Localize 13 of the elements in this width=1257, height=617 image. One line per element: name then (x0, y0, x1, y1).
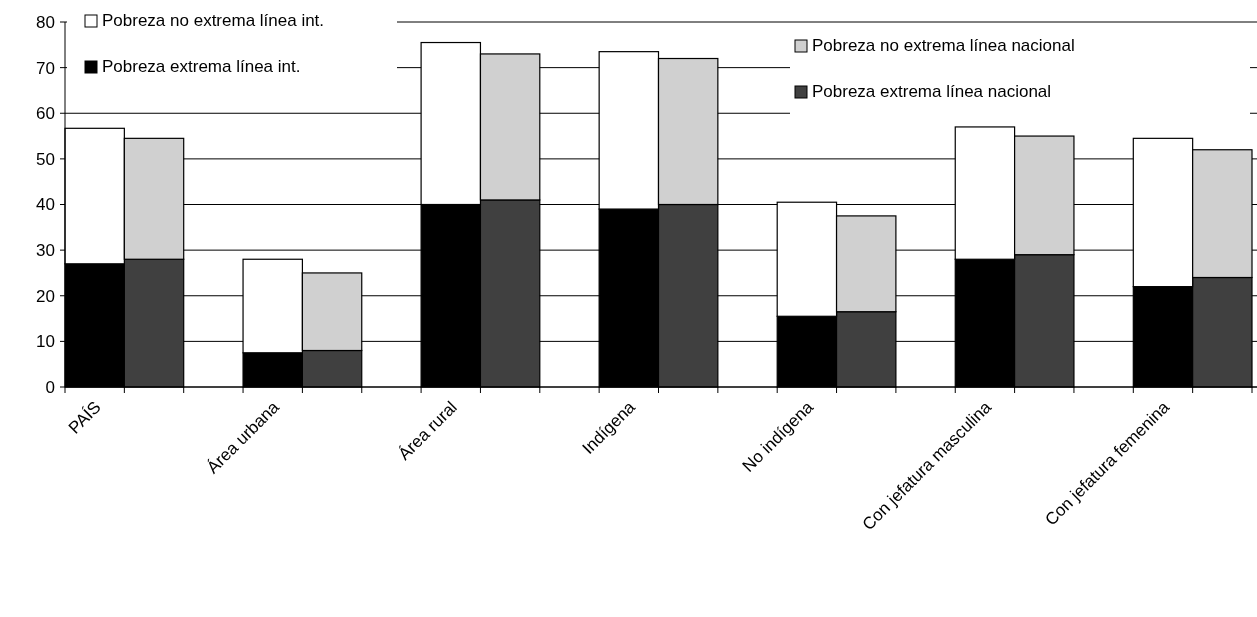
y-tick-label: 30 (36, 241, 55, 261)
y-tick-label: 10 (36, 332, 55, 352)
legend-label: Pobreza no extrema línea int. (102, 11, 325, 30)
y-tick-label: 80 (36, 12, 55, 32)
legend-label: Pobreza extrema línea int. (102, 57, 301, 76)
legend-label: Pobreza extrema línea nacional (812, 82, 1052, 101)
y-tick-label: 50 (36, 149, 55, 169)
legend-label: Pobreza no extrema línea nacional (812, 36, 1075, 55)
y-tick-label: 60 (36, 104, 55, 124)
y-tick-label: 0 (45, 377, 55, 397)
y-tick-label: 40 (36, 195, 55, 215)
y-tick-label: 70 (36, 58, 55, 78)
y-tick-label: 20 (36, 286, 55, 306)
